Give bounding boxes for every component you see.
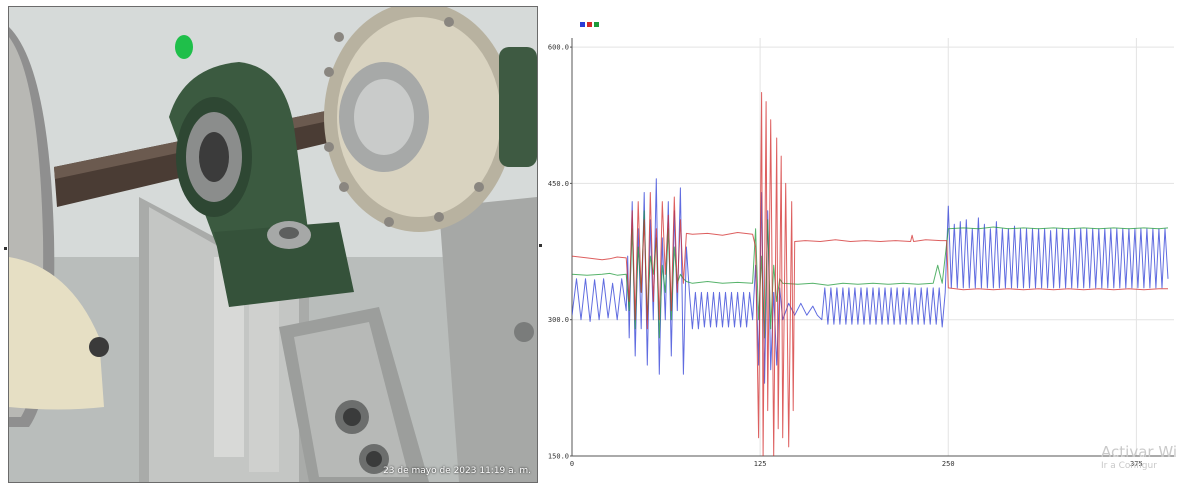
- legend: [580, 22, 599, 27]
- y-tick-label-3: 300.0: [548, 316, 569, 324]
- chart-panel: 600.0 450.0 300.0 150.0 0 125 250 375 Activar W…: [544, 6, 1179, 481]
- y-tick-label-1: 600.0: [548, 44, 569, 52]
- watermark-line-2: Ir a Configur: [1101, 461, 1157, 471]
- legend-swatch-1: [580, 22, 585, 27]
- y-tick-label-2: 450.0: [548, 180, 569, 188]
- legend-swatch-3: [594, 22, 599, 27]
- x-tick-label-1: 0: [570, 460, 574, 468]
- photo-illustration: [9, 7, 537, 482]
- legend-swatch-2: [587, 22, 592, 27]
- series-line-1: [572, 178, 1169, 384]
- x-tick-label-3: 250: [942, 460, 955, 468]
- watermark-line-1: Activar Wi: [1101, 443, 1177, 461]
- windows-activation-watermark: Activar Wi Ir a Configur: [1101, 443, 1177, 471]
- photo-timestamp: 23 de mayo de 2023 11:19 a. m.: [383, 466, 531, 476]
- machine-photo: 23 de mayo de 2023 11:19 a. m.: [8, 6, 538, 483]
- x-tick-label-4: 375: [1130, 460, 1143, 468]
- divider-marker-left: [4, 247, 7, 250]
- tick-labels: 600.0 450.0 300.0 150.00 125 250 375: [548, 44, 1143, 468]
- series-layer: [572, 92, 1169, 456]
- series-line-2: [572, 92, 1168, 456]
- x-tick-label-2: 125: [754, 460, 767, 468]
- y-tick-label-4: 150.0: [548, 453, 569, 461]
- divider-marker-right: [539, 244, 542, 247]
- line-chart: 600.0 450.0 300.0 150.00 125 250 375: [548, 22, 1174, 468]
- chart-axes: [570, 38, 1174, 457]
